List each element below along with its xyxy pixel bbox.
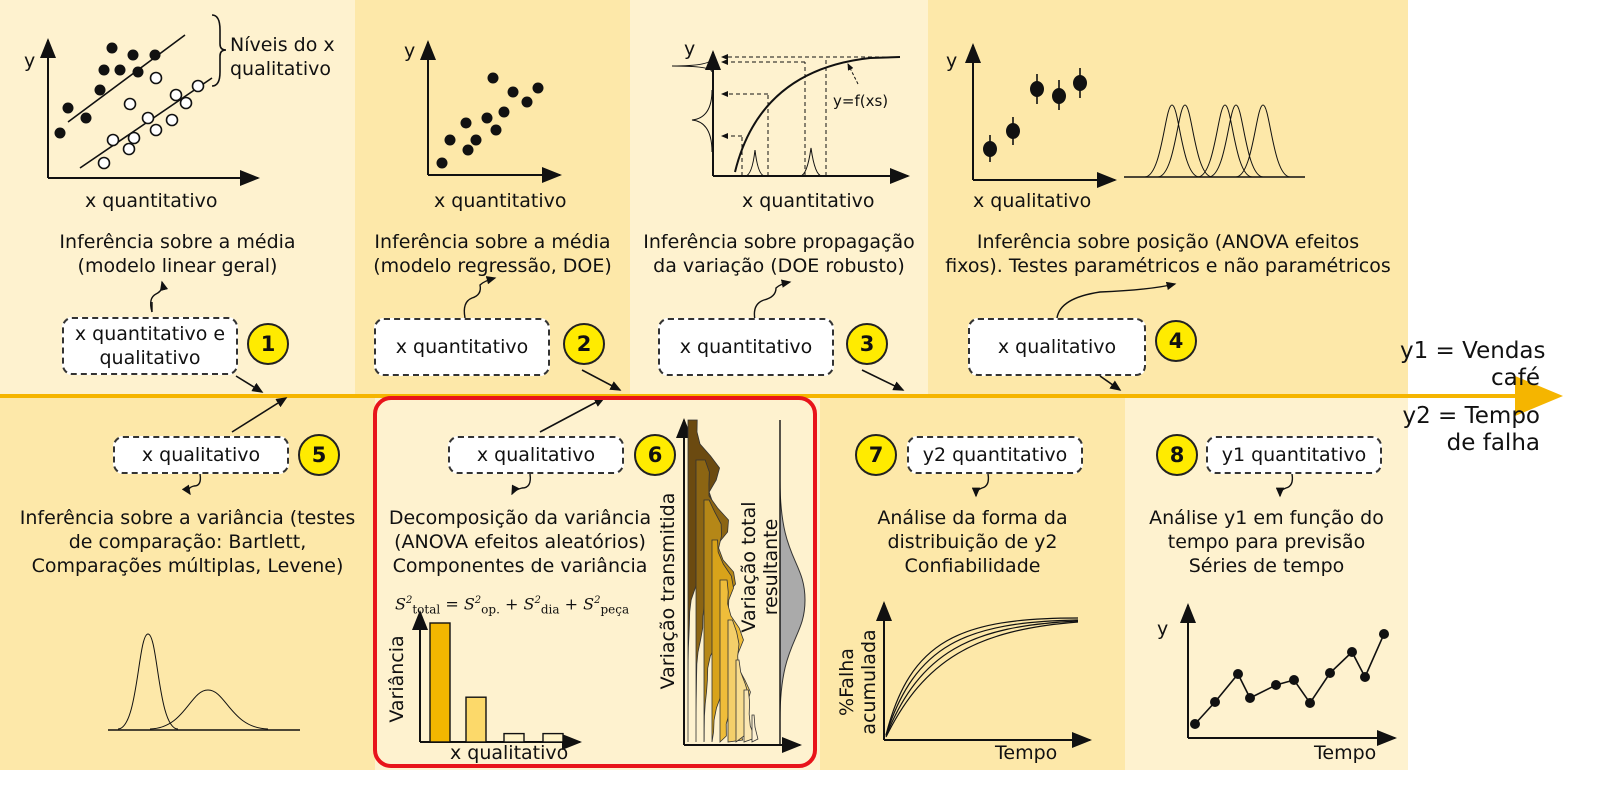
chart-4 — [965, 43, 1305, 319]
desc-5: Inferência sobre a variância (testes de c… — [19, 507, 356, 577]
x-axis-label-3: x quantitativo — [742, 190, 875, 212]
step-badge-5: 5 — [298, 434, 340, 476]
input-box-8: y1 quantitativo — [1206, 436, 1382, 474]
x-axis-label-8: Tempo — [1314, 742, 1377, 764]
y-axis-label-2: y — [404, 40, 416, 62]
transmission-wave — [751, 714, 759, 743]
x-axis-label-6: x qualitativo — [450, 742, 569, 764]
input-box-3: x quantitativo — [658, 318, 834, 376]
y-axis-label-8: y — [1157, 618, 1169, 640]
transmission-wave — [743, 689, 756, 743]
input-box-5: x qualitativo — [113, 436, 289, 474]
y-axis-label-7: %Falha acumulada — [836, 629, 880, 735]
chart-6-transmission — [676, 418, 806, 753]
desc-2: Inferência sobre a média (modelo regressã… — [373, 231, 612, 277]
y1-label: y1 = Vendas café — [1400, 338, 1546, 391]
annotation-1b: qualitativo — [230, 58, 331, 80]
y-axis-label-4: y — [946, 50, 958, 72]
y-axis-label-6: Variância — [386, 635, 408, 723]
input-box-6: x qualitativo — [448, 436, 624, 474]
x-axis-label-4: x qualitativo — [973, 190, 1092, 212]
desc-6: Decomposição da variância (ANOVA efeitos … — [388, 507, 652, 577]
step-badge-3: 3 — [846, 323, 888, 365]
desc-7: Análise da forma da distribuição de y2 Con… — [877, 507, 1068, 577]
input-box-1: x quantitativo e qualitativo — [62, 317, 238, 375]
desc-8: Análise y1 em função do tempo para previs… — [1149, 507, 1384, 577]
input-box-4: x qualitativo — [968, 318, 1146, 376]
annotation-1a: Níveis do x — [230, 34, 335, 56]
step-badge-1: 1 — [247, 323, 289, 365]
y2-label: y2 = Tempo de falha — [1402, 403, 1540, 456]
transmitted-label: Variação transmitida — [657, 492, 679, 690]
chart-2 — [420, 40, 562, 319]
step-badge-7: 7 — [855, 434, 897, 476]
desc-1: Inferência sobre a média (modelo linear g… — [59, 231, 296, 277]
annotation-3: y=f(xs) — [833, 92, 889, 110]
variance-bar — [503, 732, 525, 743]
chart-1 — [40, 14, 260, 313]
chart-5 — [108, 633, 300, 731]
chart-3 — [671, 50, 910, 321]
y-axis-label-3: y — [684, 38, 696, 60]
chart-8 — [1180, 603, 1397, 746]
x-axis-label-2: x quantitativo — [434, 190, 567, 212]
step-badge-6: 6 — [634, 434, 676, 476]
y-axis-label-1: y — [24, 50, 36, 72]
input-box-7: y2 quantitativo — [907, 436, 1083, 474]
highlight-frame — [373, 396, 817, 768]
step-badge-2: 2 — [563, 323, 605, 365]
variance-formula: S2total = S2op. + S2dia + S2peça — [395, 594, 630, 617]
x-axis-label-1: x quantitativo — [85, 190, 218, 212]
variance-bar — [429, 622, 451, 743]
step-badge-4: 4 — [1155, 320, 1197, 362]
variance-bar — [465, 696, 487, 743]
input-box-2: x quantitativo — [374, 318, 550, 376]
desc-3: Inferência sobre propagação da variação (… — [643, 231, 915, 277]
chart-7 — [876, 601, 1092, 748]
chart-6-bars — [412, 610, 582, 750]
desc-4: Inferência sobre posição (ANOVA efeitos f… — [945, 231, 1391, 277]
step-badge-8: 8 — [1156, 434, 1198, 476]
x-axis-label-7: Tempo — [995, 742, 1058, 764]
variance-bar — [542, 732, 564, 743]
result-label: Variação total resultante — [738, 501, 782, 633]
